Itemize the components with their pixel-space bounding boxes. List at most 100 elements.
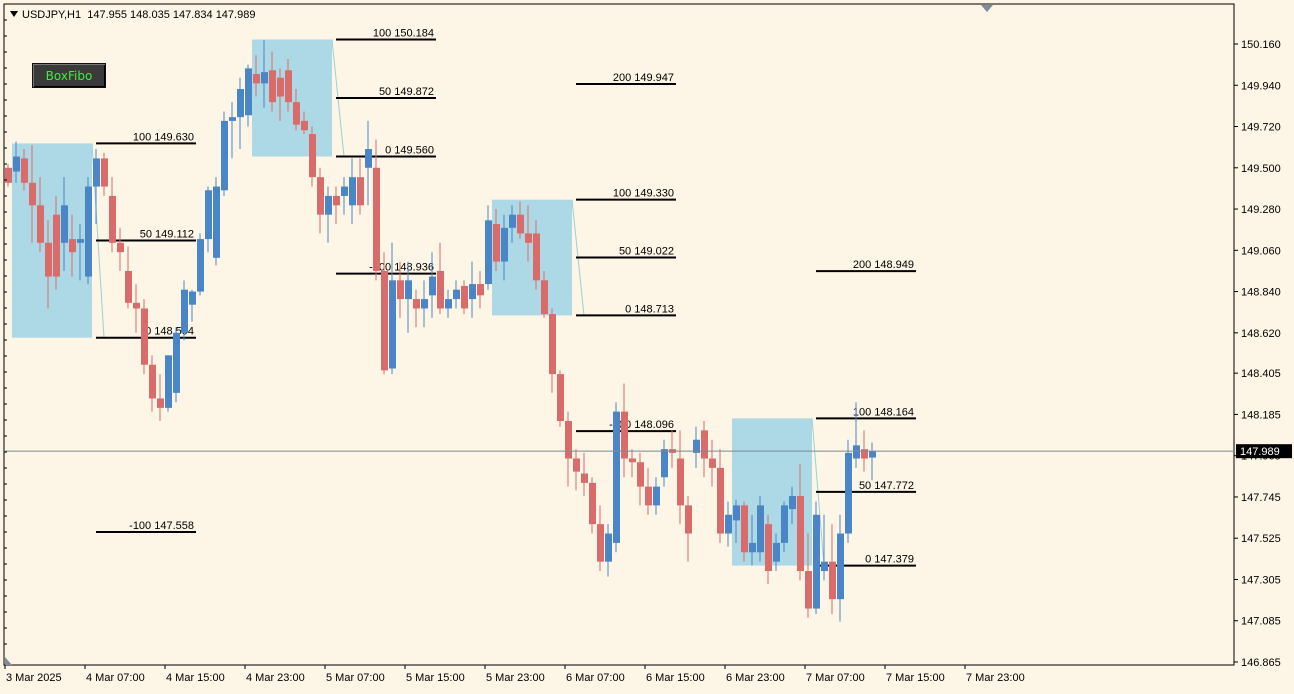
candle-body[interactable] bbox=[253, 74, 260, 84]
candle-body[interactable] bbox=[557, 374, 564, 421]
candle-body[interactable] bbox=[717, 467, 724, 534]
candle-body[interactable] bbox=[837, 533, 844, 600]
candle-body[interactable] bbox=[621, 411, 628, 459]
candle-body[interactable] bbox=[45, 242, 52, 277]
candle-body[interactable] bbox=[453, 289, 460, 300]
candle-body[interactable] bbox=[61, 205, 68, 243]
candle-body[interactable] bbox=[565, 420, 572, 459]
candle-body[interactable] bbox=[829, 561, 836, 600]
candle-body[interactable] bbox=[325, 195, 332, 215]
candle-body[interactable] bbox=[797, 496, 804, 572]
candle-body[interactable] bbox=[405, 280, 412, 300]
candle-body[interactable] bbox=[85, 186, 92, 277]
candle-body[interactable] bbox=[581, 473, 588, 483]
candle-body[interactable] bbox=[109, 195, 116, 243]
candle-body[interactable] bbox=[29, 182, 36, 206]
candle-body[interactable] bbox=[845, 452, 852, 534]
candle-body[interactable] bbox=[141, 308, 148, 365]
candle-body[interactable] bbox=[349, 177, 356, 206]
candle-body[interactable] bbox=[317, 177, 324, 215]
candle-body[interactable] bbox=[869, 451, 876, 458]
candle-body[interactable] bbox=[285, 70, 292, 103]
candle-body[interactable] bbox=[741, 505, 748, 553]
candle-body[interactable] bbox=[685, 505, 692, 534]
candle-body[interactable] bbox=[277, 77, 284, 97]
candle-body[interactable] bbox=[69, 239, 76, 253]
candle-body[interactable] bbox=[757, 505, 764, 553]
candle-body[interactable] bbox=[261, 72, 268, 84]
candle-body[interactable] bbox=[597, 524, 604, 562]
candle-body[interactable] bbox=[509, 214, 516, 228]
candle-body[interactable] bbox=[341, 186, 348, 196]
candle-body[interactable] bbox=[861, 449, 868, 459]
candle-body[interactable] bbox=[789, 496, 796, 510]
candle-body[interactable] bbox=[805, 571, 812, 609]
candle-body[interactable] bbox=[541, 280, 548, 315]
candle-body[interactable] bbox=[677, 458, 684, 506]
candle-body[interactable] bbox=[445, 299, 452, 309]
candle-body[interactable] bbox=[181, 289, 188, 333]
candle-body[interactable] bbox=[853, 445, 860, 459]
candle-body[interactable] bbox=[333, 195, 340, 206]
candle-body[interactable] bbox=[53, 214, 60, 277]
candle-body[interactable] bbox=[477, 284, 484, 296]
candle-body[interactable] bbox=[229, 117, 236, 121]
candle-body[interactable] bbox=[205, 190, 212, 240]
candle-body[interactable] bbox=[5, 167, 12, 183]
candle-body[interactable] bbox=[533, 233, 540, 281]
candle-body[interactable] bbox=[573, 458, 580, 472]
boxfibo-button[interactable]: BoxFibo bbox=[32, 63, 106, 88]
candle-body[interactable] bbox=[733, 505, 740, 521]
candle-body[interactable] bbox=[293, 102, 300, 125]
candle-body[interactable] bbox=[309, 134, 316, 178]
candle-body[interactable] bbox=[773, 542, 780, 562]
candle-body[interactable] bbox=[125, 270, 132, 303]
candle-body[interactable] bbox=[709, 458, 716, 468]
candle-body[interactable] bbox=[517, 214, 524, 234]
candle-body[interactable] bbox=[701, 430, 708, 459]
candle-body[interactable] bbox=[629, 458, 636, 463]
candle-body[interactable] bbox=[461, 285, 468, 309]
candle-body[interactable] bbox=[77, 239, 84, 243]
candle-body[interactable] bbox=[13, 156, 20, 172]
candle-body[interactable] bbox=[821, 561, 828, 572]
candle-body[interactable] bbox=[381, 270, 388, 371]
candle-body[interactable] bbox=[101, 158, 108, 187]
candle-body[interactable] bbox=[485, 220, 492, 285]
candle-body[interactable] bbox=[37, 205, 44, 243]
candle-body[interactable] bbox=[197, 239, 204, 292]
candle-body[interactable] bbox=[813, 514, 820, 609]
candle-body[interactable] bbox=[157, 398, 164, 408]
candle-body[interactable] bbox=[429, 276, 436, 296]
candle-body[interactable] bbox=[421, 299, 428, 309]
candle-body[interactable] bbox=[373, 167, 380, 271]
candle-body[interactable] bbox=[549, 314, 556, 375]
candle-body[interactable] bbox=[357, 177, 364, 206]
candle-body[interactable] bbox=[237, 89, 244, 118]
candle-body[interactable] bbox=[693, 439, 700, 453]
candle-body[interactable] bbox=[413, 299, 420, 309]
candle-body[interactable] bbox=[93, 158, 100, 187]
candle-body[interactable] bbox=[365, 149, 372, 168]
candle-body[interactable] bbox=[165, 355, 172, 408]
collapse-triangle-icon[interactable] bbox=[10, 11, 18, 17]
chart-shift-marker-icon[interactable] bbox=[981, 5, 993, 12]
candle-body[interactable] bbox=[613, 411, 620, 543]
candle-body[interactable] bbox=[189, 291, 196, 305]
candle-body[interactable] bbox=[605, 533, 612, 562]
candle-body[interactable] bbox=[173, 332, 180, 393]
candle-body[interactable] bbox=[525, 233, 532, 243]
candle-body[interactable] bbox=[501, 227, 508, 262]
candle-body[interactable] bbox=[149, 364, 156, 399]
candle-body[interactable] bbox=[213, 186, 220, 258]
candle-body[interactable] bbox=[469, 284, 476, 300]
candle-body[interactable] bbox=[645, 486, 652, 506]
candle-body[interactable] bbox=[301, 120, 308, 131]
candle-body[interactable] bbox=[397, 280, 404, 300]
candle-body[interactable] bbox=[765, 524, 772, 572]
candle-body[interactable] bbox=[133, 302, 140, 309]
candle-body[interactable] bbox=[117, 242, 124, 253]
candle-body[interactable] bbox=[389, 280, 396, 369]
